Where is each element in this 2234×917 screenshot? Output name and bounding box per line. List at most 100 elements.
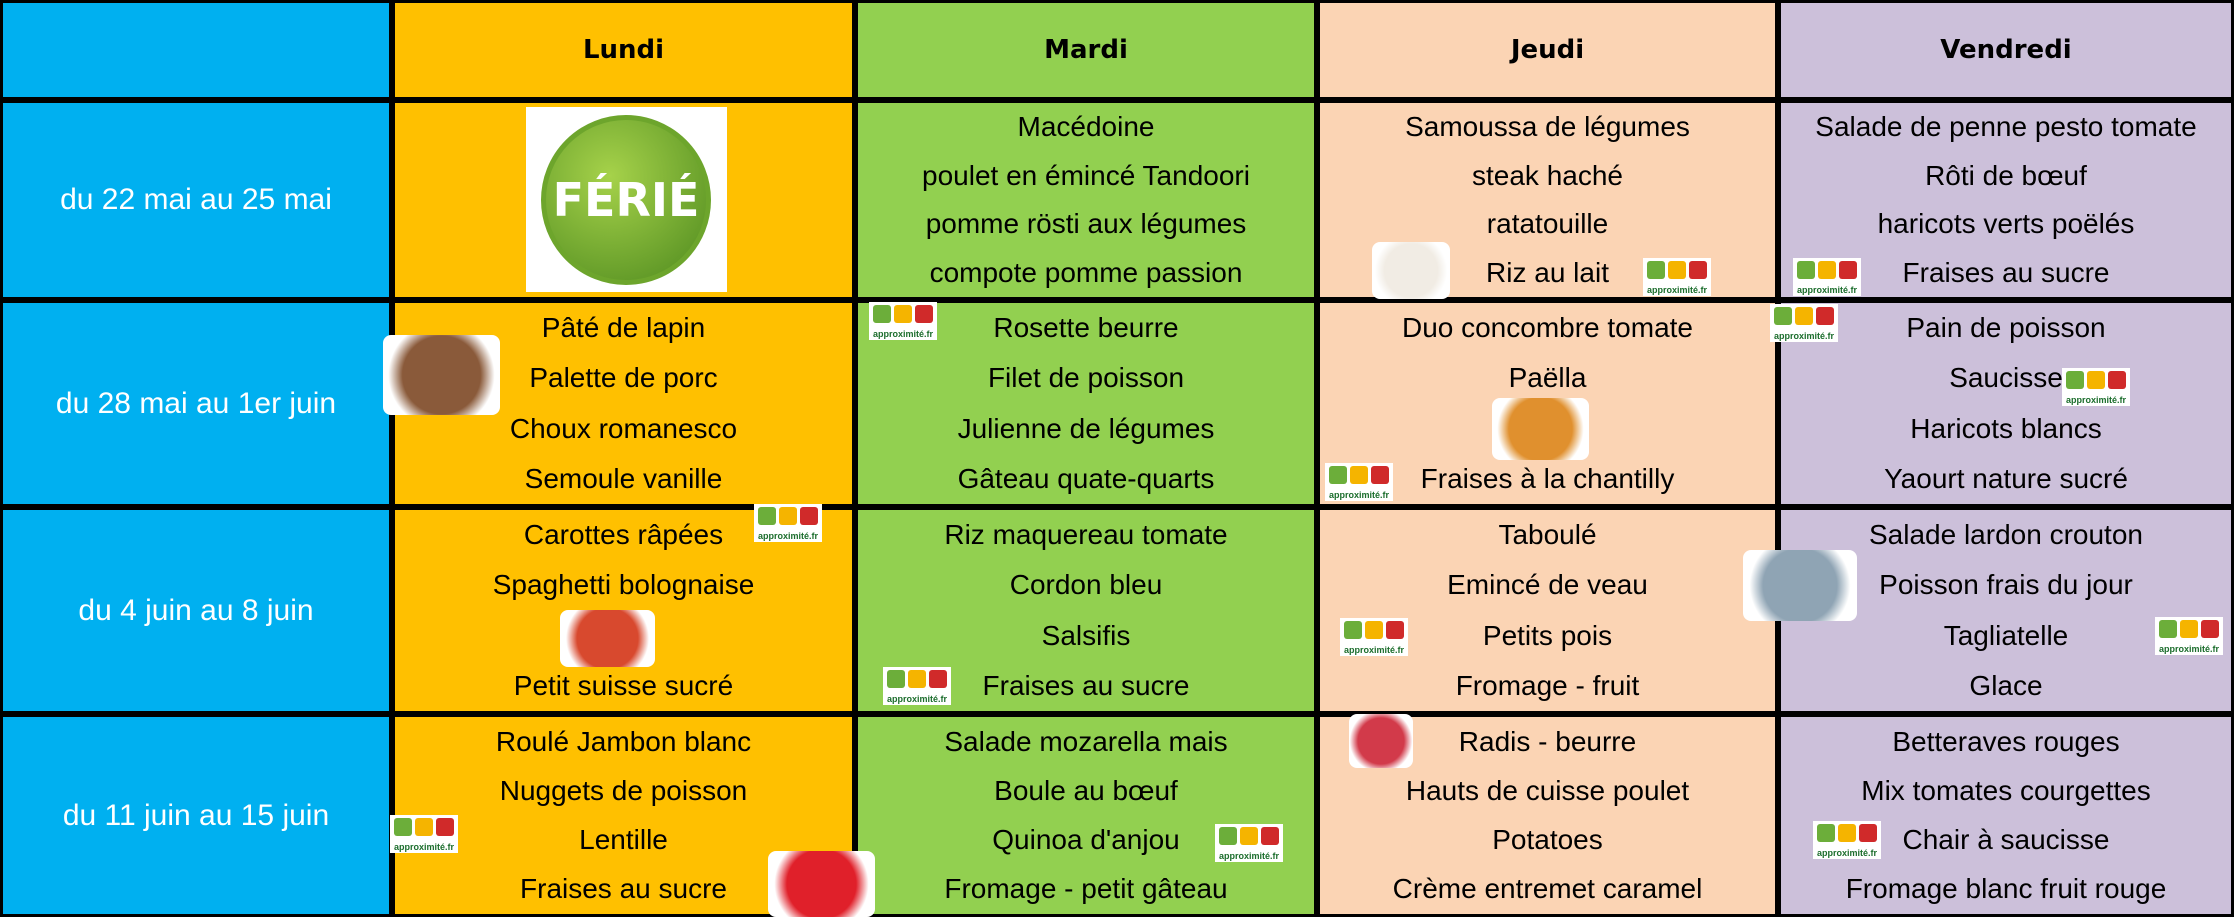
dish: Petits pois (1482, 619, 1613, 651)
dish: Lentille (579, 824, 668, 856)
header-corner (3, 3, 389, 97)
radish-photo (1349, 714, 1413, 768)
column-header: Jeudi (1320, 3, 1775, 97)
dish: Fraises à la chantilly (1420, 462, 1675, 494)
logo-text: approximité.fr (886, 694, 947, 704)
dish: steak haché (1472, 159, 1623, 191)
dish: poulet en émincé Tandoori (922, 159, 1250, 191)
dish: Chair à saucisse (1902, 824, 2110, 856)
approximite-logo: approximité.fr (1215, 824, 1283, 862)
dish: Salade de penne pesto tomate (1815, 111, 2197, 143)
dish: Radis - beurre (1458, 725, 1637, 757)
dish: Gâteau quate-quarts (957, 462, 1215, 494)
dish: Julienne de légumes (957, 412, 1215, 444)
dish: ratatouille (1486, 208, 1609, 240)
approximite-logo: approximité.fr (1770, 304, 1838, 342)
week-period: du 11 juin au 15 juin (3, 717, 389, 914)
dish: Palette de porc (529, 362, 718, 394)
dish: Tagliatelle (1943, 619, 2069, 651)
logo-text: approximité.fr (2065, 395, 2126, 405)
approximite-logo: approximité.fr (1793, 258, 1861, 296)
dish: Taboulé (1498, 519, 1597, 551)
column-header: Vendredi (1781, 3, 2231, 97)
dish: Salade mozarella mais (944, 725, 1228, 757)
logo-text: approximité.fr (1328, 490, 1389, 500)
dish: Potatoes (1492, 824, 1603, 856)
dish: Yaourt nature sucré (1884, 462, 2128, 494)
approximite-logo: approximité.fr (883, 667, 951, 705)
dish: haricots verts poëlés (1877, 208, 2135, 240)
logo-text: approximité.fr (1343, 645, 1404, 655)
dish: Fraises au sucre (1902, 256, 2110, 288)
dish: Pâté de lapin (541, 312, 706, 344)
week-period: du 22 mai au 25 mai (3, 103, 389, 297)
dish: Betteraves rouges (1892, 725, 2120, 757)
dish: Fromage - petit gâteau (944, 873, 1228, 905)
dish: Cordon bleu (1009, 569, 1163, 601)
logo-text: approximité.fr (1796, 285, 1857, 295)
column-header: Mardi (858, 3, 1314, 97)
approximite-logo: approximité.fr (390, 815, 458, 853)
week-period: du 4 juin au 8 juin (3, 510, 389, 711)
dish: Macédoine (1017, 111, 1155, 143)
logo-text: approximité.fr (1218, 851, 1279, 861)
approximite-logo: approximité.fr (1813, 821, 1881, 859)
dish: Boule au bœuf (994, 774, 1178, 806)
dish: Spaghetti bolognaise (492, 569, 755, 601)
dish: Carottes râpées (523, 519, 724, 551)
approximite-logo: approximité.fr (1340, 618, 1408, 656)
dish: Fromage - fruit (1455, 669, 1640, 701)
holiday-badge: FÉRIÉ (526, 107, 727, 292)
dish: Salade lardon crouton (1869, 519, 2143, 551)
dish: Roulé Jambon blanc (495, 725, 752, 757)
approximite-logo: approximité.fr (2062, 368, 2130, 406)
approximite-logo: approximité.fr (869, 302, 937, 340)
menu-cell: Macédoine poulet en émincé Tandoori pomme … (858, 103, 1314, 297)
strawberry-photo (768, 851, 875, 917)
dish: Fraises au sucre (982, 669, 1190, 701)
rice-photo (1372, 242, 1450, 299)
menu-cell: Betteraves rouges Mix tomates courgettes C… (1781, 717, 2231, 914)
logo-text: approximité.fr (393, 842, 454, 852)
dish: Samoussa de légumes (1405, 111, 1690, 143)
dish: compote pomme passion (929, 256, 1243, 288)
dish: Fromage blanc fruit rouge (1845, 873, 2167, 905)
dish: Salsifis (1041, 619, 1131, 651)
logo-text: approximité.fr (757, 531, 818, 541)
dish: Duo concombre tomate (1401, 312, 1694, 344)
spaghetti-photo (560, 610, 655, 667)
menu-cell: Pain de poisson Saucisse Haricots blancs Ya… (1781, 303, 2231, 504)
dish: Poisson frais du jour (1879, 569, 2133, 601)
dish: Riz au lait (1486, 256, 1609, 288)
dish: Saucisse (1949, 362, 2063, 394)
logo-text: approximité.fr (1773, 331, 1834, 341)
dish: Semoule vanille (524, 462, 723, 494)
dish: Petit suisse sucré (513, 669, 734, 701)
approximite-logo: approximité.fr (2155, 617, 2223, 655)
dish: Rôti de bœuf (1925, 159, 2087, 191)
dish: Fraises au sucre (520, 873, 727, 905)
dish: Pain de poisson (1906, 312, 2106, 344)
dish: Quinoa d'anjou (992, 824, 1180, 856)
dish: Haricots blancs (1910, 412, 2102, 444)
dish: Nuggets de poisson (499, 774, 748, 806)
menu-cell: Duo concombre tomate Paëlla Fraises à la c… (1320, 303, 1775, 504)
menu-cell: Salade lardon crouton Poisson frais du jo… (1781, 510, 2231, 711)
dish: Hauts de cuisse poulet (1405, 774, 1690, 806)
week-period: du 28 mai au 1er juin (3, 303, 389, 504)
dish: Crème entremet caramel (1392, 873, 1703, 905)
logo-text: approximité.fr (1646, 285, 1707, 295)
badge-circle: FÉRIÉ (541, 115, 711, 285)
dish: Glace (1969, 669, 2043, 701)
approximite-logo: approximité.fr (1325, 463, 1393, 501)
dish: Mix tomates courgettes (1861, 774, 2151, 806)
column-header: Lundi (395, 3, 852, 97)
menu-cell: Salade mozarella mais Boule au bœuf Quinoa… (858, 717, 1314, 914)
menu-cell: Taboulé Emincé de veau Petits pois Fromage … (1320, 510, 1775, 711)
approximite-logo: approximité.fr (1643, 258, 1711, 296)
fish-photo (1743, 550, 1857, 621)
logo-text: approximité.fr (872, 329, 933, 339)
dish: pomme rösti aux légumes (925, 208, 1247, 240)
dish: Paëlla (1508, 362, 1587, 394)
